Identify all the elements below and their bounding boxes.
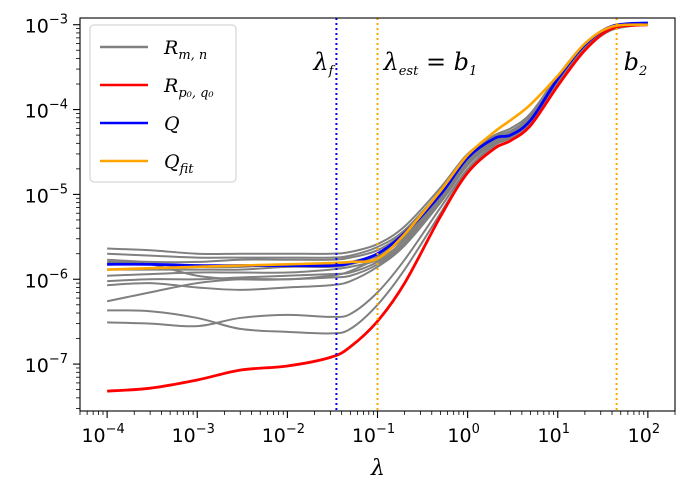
y-tick-exponent: −3 [49, 13, 68, 28]
x-tick-label: 10−4 [81, 422, 124, 447]
annotation-b2-main: b [624, 48, 639, 76]
legend-label-sub: m, n [178, 48, 207, 63]
legend-box [89, 24, 237, 183]
annotation-b2-sub: 2 [638, 64, 647, 79]
annotation-lambda-est-sub2: 1 [469, 64, 477, 79]
plot-area [106, 21, 649, 393]
legend-label-sub: fit [179, 162, 195, 177]
x-tick-label: 102 [628, 422, 660, 447]
y-tick-exponent: −5 [49, 182, 68, 197]
y-tick-base: 10 [25, 16, 49, 38]
y-tick-exponent: −4 [49, 98, 68, 113]
y-tick-label: 10−4 [25, 98, 68, 123]
x-tick-base: 10 [172, 425, 196, 447]
legend-label-sub: p₀, q₀ [178, 86, 214, 101]
x-tick-label: 10−3 [172, 422, 215, 447]
y-tick-base: 10 [25, 355, 49, 377]
y-tick-base: 10 [25, 101, 49, 123]
y-axis-ticks: 10−710−610−510−410−3 [25, 13, 80, 409]
x-tick-exponent: 1 [562, 422, 570, 437]
y-tick-exponent: −6 [49, 267, 68, 282]
x-tick-exponent: −1 [376, 422, 395, 437]
series-line-r-p0-q0 [107, 23, 649, 393]
x-axis-ticks: 10−4 10−3 10−2 10−1 100 101 102 [79, 411, 676, 447]
x-tick-base: 10 [447, 425, 471, 447]
x-tick-label: 101 [538, 422, 570, 447]
x-axis-title: λ [370, 456, 385, 481]
series-line-q-fit [107, 23, 648, 271]
x-tick-label: 10−1 [352, 422, 395, 447]
legend-label-3: Q [164, 113, 180, 135]
x-tick-exponent: 2 [652, 422, 660, 437]
annotation-lambda-est-main: λ [383, 48, 399, 76]
x-tick-base: 10 [81, 425, 105, 447]
gray-series-line-11 [107, 23, 649, 328]
y-tick-label: 10−7 [25, 352, 68, 377]
annotation-lambda-est: λest = b1 [383, 48, 478, 79]
legend-label-main: Q [164, 151, 180, 173]
y-tick-base: 10 [25, 270, 49, 292]
y-tick-base: 10 [25, 185, 49, 207]
annotation-lambda-est-rest: = b [418, 48, 469, 76]
legend-label-4: Qfit [164, 151, 194, 177]
legend-label-2: Rp₀, q₀ [163, 75, 214, 101]
annotation-b2: b2 [624, 48, 648, 79]
reference-lines [335, 18, 618, 411]
legend-label-main: R [163, 37, 178, 59]
y-tick-label: 10−3 [25, 13, 68, 38]
annotation-lambda-f: λf [312, 48, 335, 79]
annotations: λf λest = b1 b2 [312, 48, 647, 79]
legend-label-main: R [163, 75, 178, 97]
x-tick-base: 10 [262, 425, 286, 447]
legend-label-main: Q [164, 113, 180, 135]
y-tick-exponent: −7 [49, 352, 68, 367]
legend-label-1: Rm, n [163, 37, 207, 63]
x-tick-exponent: −2 [286, 422, 305, 437]
x-tick-exponent: −3 [196, 422, 215, 437]
x-tick-exponent: −4 [106, 422, 125, 437]
annotation-lambda-est-sub: est [399, 64, 419, 79]
x-tick-base: 10 [628, 425, 652, 447]
annotation-lambda-f-main: λ [312, 48, 328, 76]
y-tick-label: 10−5 [25, 182, 68, 207]
y-tick-label: 10−6 [25, 267, 68, 292]
x-tick-exponent: 0 [472, 422, 480, 437]
x-tick-base: 10 [538, 425, 562, 447]
annotation-lambda-f-sub: f [328, 64, 336, 79]
x-tick-label: 10−2 [262, 422, 305, 447]
x-tick-base: 10 [352, 425, 376, 447]
x-tick-label: 100 [447, 422, 479, 447]
